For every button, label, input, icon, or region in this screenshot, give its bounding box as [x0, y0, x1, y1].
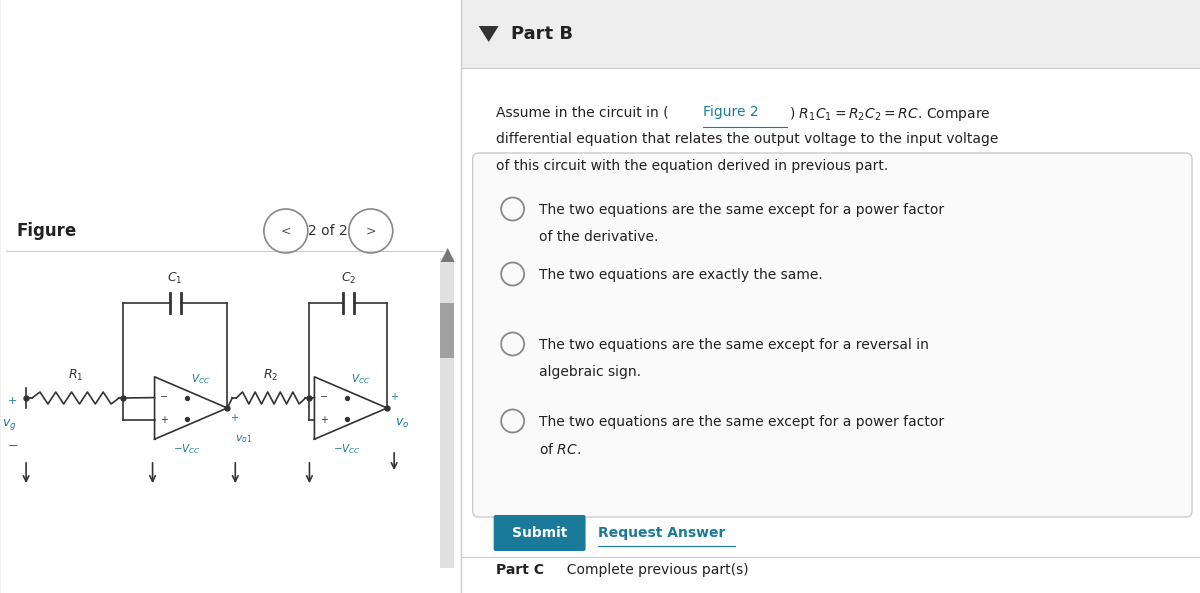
Text: The two equations are the same except for a power factor: The two equations are the same except fo… [539, 203, 943, 217]
Text: $V_{CC}$: $V_{CC}$ [191, 372, 210, 386]
Text: −: − [319, 391, 328, 401]
Text: Figure: Figure [16, 222, 77, 240]
Text: >: > [366, 225, 376, 238]
Text: differential equation that relates the output voltage to the input voltage: differential equation that relates the o… [496, 132, 998, 146]
Text: ) $R_1C_1 = R_2C_2 = RC$. Compare: ) $R_1C_1 = R_2C_2 = RC$. Compare [790, 105, 991, 123]
FancyBboxPatch shape [461, 68, 1200, 593]
Text: $v_o$: $v_o$ [395, 417, 409, 430]
Text: +: + [230, 413, 239, 423]
Text: Assume in the circuit in (: Assume in the circuit in ( [496, 105, 668, 119]
Text: Part B: Part B [511, 25, 572, 43]
Text: +: + [390, 392, 398, 402]
Text: Figure 2: Figure 2 [703, 105, 760, 119]
FancyBboxPatch shape [461, 0, 1200, 68]
Text: Part C: Part C [496, 563, 544, 577]
Text: The two equations are the same except for a reversal in: The two equations are the same except fo… [539, 338, 929, 352]
Text: $R_2$: $R_2$ [263, 368, 278, 383]
Text: of the derivative.: of the derivative. [539, 230, 658, 244]
FancyBboxPatch shape [493, 515, 586, 551]
Text: Submit: Submit [512, 526, 568, 540]
FancyBboxPatch shape [439, 303, 454, 358]
Text: of $RC$.: of $RC$. [539, 442, 581, 457]
FancyBboxPatch shape [1, 0, 461, 593]
Text: +: + [7, 396, 17, 406]
Text: of this circuit with the equation derived in previous part.: of this circuit with the equation derive… [496, 159, 888, 173]
Text: $C_2$: $C_2$ [341, 271, 356, 286]
Text: $V_{CC}$: $V_{CC}$ [350, 372, 370, 386]
Text: <: < [281, 225, 292, 238]
FancyBboxPatch shape [439, 258, 454, 568]
Polygon shape [479, 26, 499, 42]
Text: Complete previous part(s): Complete previous part(s) [558, 563, 749, 577]
Text: Request Answer: Request Answer [598, 526, 725, 540]
Text: $-V_{CC}$: $-V_{CC}$ [332, 442, 361, 456]
Text: 2 of 2: 2 of 2 [308, 224, 348, 238]
Polygon shape [440, 248, 455, 262]
Text: +: + [319, 416, 328, 426]
Text: $R_1$: $R_1$ [68, 368, 83, 383]
Text: The two equations are exactly the same.: The two equations are exactly the same. [539, 268, 822, 282]
Text: $v_{o1}$: $v_{o1}$ [235, 433, 253, 445]
Text: algebraic sign.: algebraic sign. [539, 365, 641, 379]
Text: −: − [160, 391, 168, 401]
Text: −: − [8, 440, 18, 453]
FancyBboxPatch shape [473, 153, 1192, 517]
Text: $v_g$: $v_g$ [1, 417, 17, 432]
Text: +: + [160, 416, 168, 426]
Text: $C_1$: $C_1$ [168, 271, 182, 286]
Text: The two equations are the same except for a power factor: The two equations are the same except fo… [539, 415, 943, 429]
Text: $-V_{CC}$: $-V_{CC}$ [173, 442, 200, 456]
